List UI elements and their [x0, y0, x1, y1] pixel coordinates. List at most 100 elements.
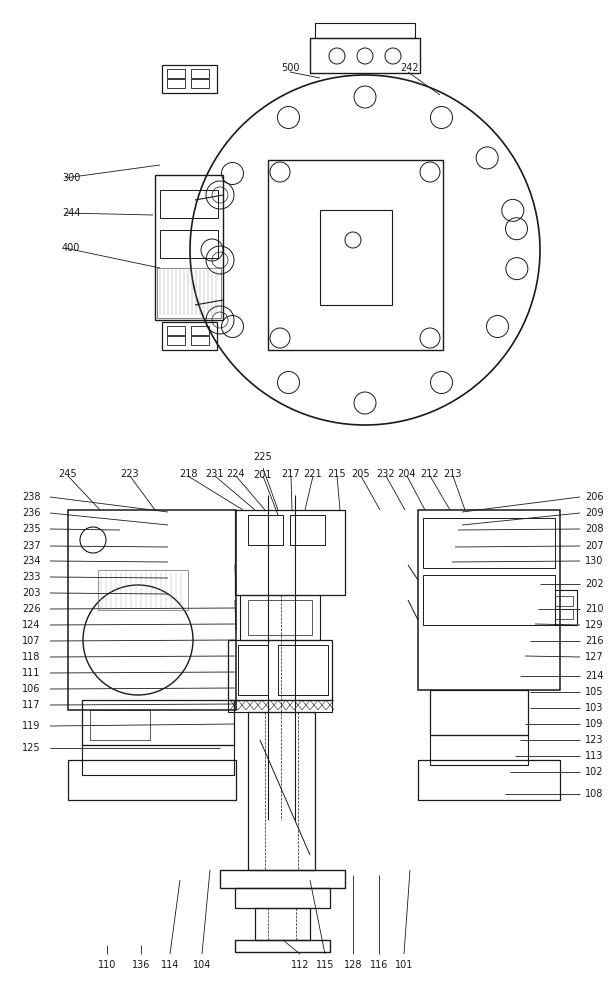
- Text: 231: 231: [206, 469, 224, 479]
- Text: 115: 115: [316, 960, 334, 970]
- Bar: [555, 590, 577, 625]
- Bar: [191, 69, 209, 78]
- Text: 216: 216: [585, 636, 603, 646]
- Text: 237: 237: [22, 541, 40, 551]
- Text: 245: 245: [59, 469, 77, 479]
- Text: 130: 130: [585, 556, 603, 566]
- Text: 129: 129: [585, 620, 603, 630]
- Text: 201: 201: [254, 470, 272, 480]
- Text: 202: 202: [585, 579, 603, 589]
- Bar: [160, 190, 218, 218]
- Text: 213: 213: [444, 469, 462, 479]
- Text: 113: 113: [585, 751, 603, 761]
- Text: 117: 117: [22, 700, 40, 710]
- Bar: [290, 515, 325, 545]
- Bar: [255, 908, 310, 940]
- Bar: [228, 700, 332, 712]
- Text: 218: 218: [179, 469, 197, 479]
- Bar: [82, 700, 234, 745]
- Text: 215: 215: [327, 469, 346, 479]
- Bar: [430, 735, 528, 765]
- Text: 110: 110: [98, 960, 116, 970]
- Text: 109: 109: [585, 719, 603, 729]
- Text: 105: 105: [585, 687, 603, 697]
- Text: 106: 106: [22, 684, 40, 694]
- Text: 206: 206: [585, 492, 603, 502]
- Bar: [235, 888, 330, 908]
- Bar: [228, 640, 332, 700]
- Bar: [268, 160, 443, 350]
- Bar: [82, 745, 234, 775]
- Text: 300: 300: [62, 173, 80, 183]
- Text: 127: 127: [585, 652, 603, 662]
- Text: 128: 128: [344, 960, 362, 970]
- Text: 225: 225: [253, 452, 272, 462]
- Text: 221: 221: [304, 469, 323, 479]
- Bar: [167, 326, 185, 335]
- Text: 217: 217: [282, 469, 300, 479]
- Text: 203: 203: [22, 588, 40, 598]
- Text: 224: 224: [226, 469, 245, 479]
- Text: 112: 112: [291, 960, 309, 970]
- Bar: [235, 940, 330, 952]
- Text: 223: 223: [121, 469, 140, 479]
- Text: 114: 114: [161, 960, 179, 970]
- Bar: [167, 336, 185, 345]
- Bar: [235, 510, 345, 595]
- Text: 136: 136: [132, 960, 150, 970]
- Bar: [191, 79, 209, 88]
- Text: 107: 107: [22, 636, 40, 646]
- Bar: [240, 595, 320, 640]
- Text: 209: 209: [585, 508, 603, 518]
- Text: 207: 207: [585, 541, 603, 551]
- Bar: [310, 38, 420, 73]
- Text: 500: 500: [281, 63, 299, 73]
- Text: 214: 214: [585, 671, 603, 681]
- Text: 400: 400: [62, 243, 80, 253]
- Bar: [248, 515, 283, 545]
- Text: 116: 116: [370, 960, 388, 970]
- Bar: [167, 79, 185, 88]
- Bar: [320, 210, 392, 305]
- Text: 204: 204: [398, 469, 416, 479]
- Text: 118: 118: [22, 652, 40, 662]
- Bar: [555, 609, 573, 619]
- Text: 111: 111: [22, 668, 40, 678]
- Bar: [157, 268, 221, 318]
- Text: 235: 235: [22, 524, 40, 534]
- Text: 242: 242: [401, 63, 419, 73]
- Bar: [160, 230, 218, 258]
- Text: 234: 234: [22, 556, 40, 566]
- Bar: [162, 322, 217, 350]
- Bar: [248, 600, 312, 635]
- Bar: [278, 645, 328, 695]
- Bar: [162, 65, 217, 93]
- Text: 101: 101: [395, 960, 413, 970]
- Text: 244: 244: [62, 208, 81, 218]
- Bar: [423, 575, 555, 625]
- Text: 125: 125: [22, 743, 40, 753]
- Bar: [238, 645, 268, 695]
- Bar: [430, 690, 528, 735]
- Bar: [167, 69, 185, 78]
- Text: 119: 119: [22, 721, 40, 731]
- Bar: [155, 175, 223, 320]
- Text: 123: 123: [585, 735, 603, 745]
- Bar: [98, 570, 188, 610]
- Bar: [90, 710, 150, 740]
- Bar: [423, 518, 555, 568]
- Bar: [68, 510, 236, 710]
- Text: 236: 236: [22, 508, 40, 518]
- Text: 108: 108: [585, 789, 603, 799]
- Bar: [418, 510, 560, 690]
- Text: 124: 124: [22, 620, 40, 630]
- Text: 102: 102: [585, 767, 603, 777]
- Text: 104: 104: [193, 960, 211, 970]
- Text: 210: 210: [585, 604, 603, 614]
- Bar: [191, 326, 209, 335]
- Text: 238: 238: [22, 492, 40, 502]
- Text: 233: 233: [22, 572, 40, 582]
- Text: 212: 212: [420, 469, 439, 479]
- Bar: [418, 760, 560, 800]
- Text: 226: 226: [22, 604, 40, 614]
